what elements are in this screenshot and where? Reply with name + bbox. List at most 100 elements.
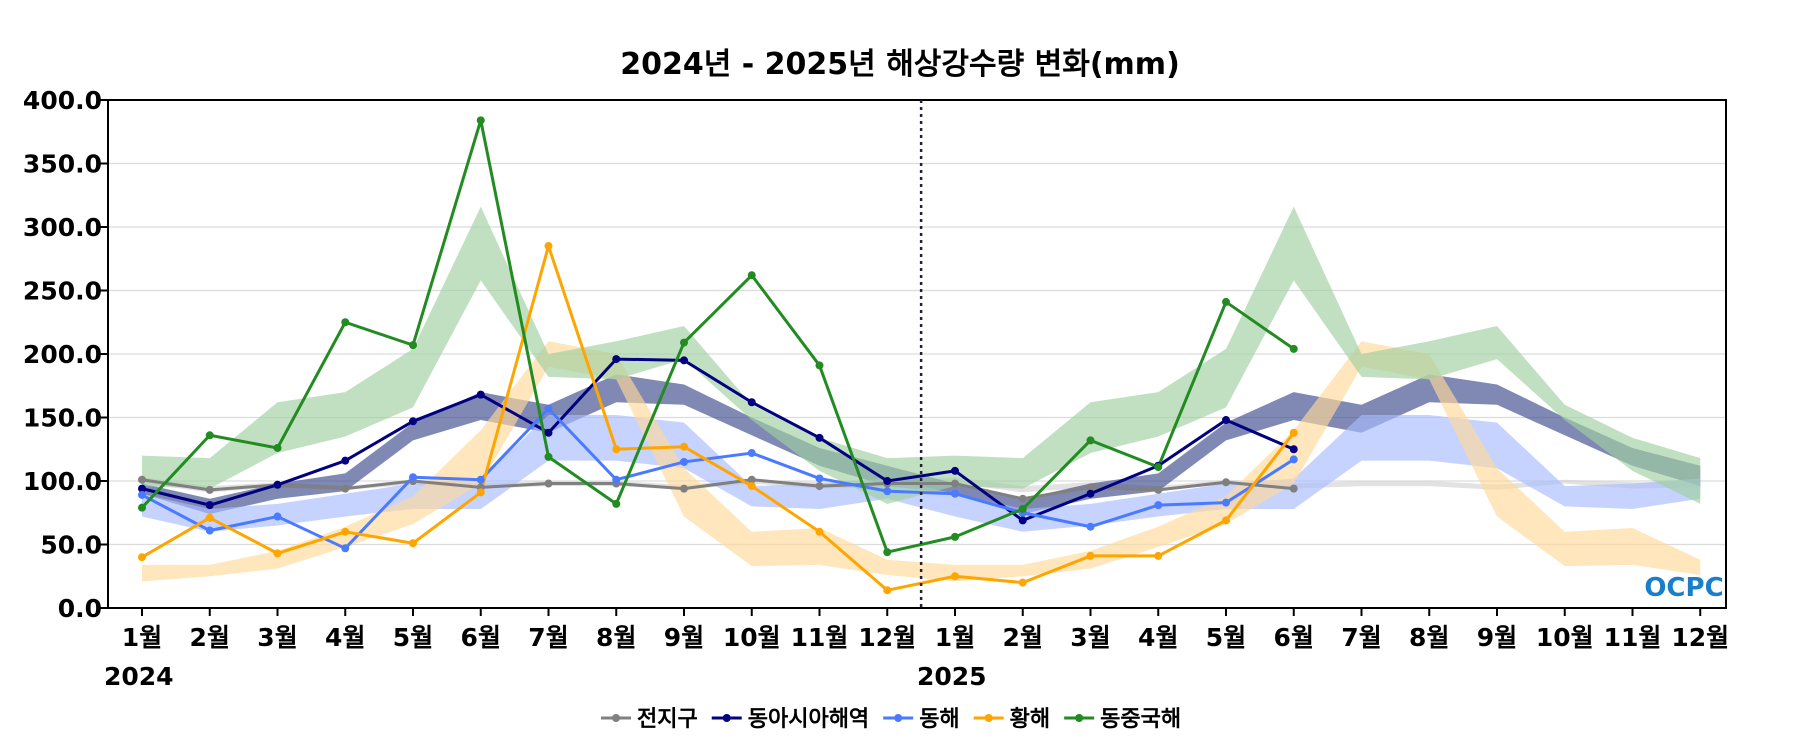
data-point-동해 [1086,522,1095,531]
series-line-동해 [141,407,1295,550]
data-point-황해 [1154,551,1163,560]
data-point-동아시아해역 [951,466,959,475]
data-point-동해 [1222,498,1230,507]
data-point-동중국해 [1154,463,1163,472]
data-point-동아시아해역 [138,484,146,493]
data-point-황해 [476,488,485,497]
band-황해 [142,341,1701,582]
data-point-동아시아해역 [680,356,688,365]
band-동중국해 [142,206,1701,504]
x-tick-label: 1월 [122,623,162,652]
data-point-동중국해 [1222,297,1230,306]
year-labels: 2024 2025 [104,662,987,691]
y-tick-label: 50.0 [40,531,102,560]
data-point-황해 [747,482,756,491]
data-point-황해 [1018,578,1027,587]
data-point-동아시아해역 [544,428,553,437]
y-tick-label: 0.0 [58,594,102,623]
x-tick-label: 5월 [1206,623,1246,652]
x-tick-label: 8월 [596,623,636,652]
legend-label: 동해 [919,707,959,732]
data-point-동아시아해역 [409,417,417,426]
x-tick-label: 7월 [1341,623,1381,652]
y-tick-label: 100.0 [23,467,102,496]
data-point-동해 [747,449,756,458]
y-tick-label: 250.0 [23,277,102,306]
data-point-동아시아해역 [747,398,756,407]
legend-label: 동아시아해역 [748,707,869,732]
x-tick-label: 4월 [1138,623,1178,652]
data-point-동아시아해역 [1086,489,1095,498]
legend: 전지구 동아시아해역 동해 황해 동중국해 [601,707,1181,732]
x-tick-label: 9월 [1477,623,1517,652]
data-point-동아시아해역 [273,480,282,489]
data-point-동아시아해역 [1222,416,1230,425]
x-tick-label: 6월 [461,623,501,652]
series-lines [140,118,1295,592]
x-tick-label: 10월 [1536,623,1594,652]
data-point-황해 [815,527,824,536]
x-tick-label: 12월 [858,623,916,652]
legend-marker [984,714,993,722]
data-point-황해 [951,572,959,581]
data-point-황해 [273,549,282,558]
data-point-동해 [273,512,282,521]
y-tick-label: 200.0 [23,340,102,369]
data-point-동아시아해역 [612,355,621,364]
legend-label: 전지구 [637,707,698,732]
x-tick-label: 11월 [791,623,849,652]
data-point-황해 [205,513,214,522]
data-point-전지구 [951,479,959,488]
data-point-전지구 [747,475,756,484]
y-axis-ticks: 0.0 50.0 100.0 150.0 200.0 250.0 300.0 350.0 400… [23,86,108,623]
data-point-전지구 [1154,485,1163,494]
data-point-황해 [883,586,892,595]
data-point-동해 [815,474,824,483]
x-tick-label: 1월 [935,623,975,652]
data-point-황해 [612,445,621,454]
data-point-동아시아해역 [476,390,485,399]
data-point-황해 [1086,551,1095,560]
x-tick-label: 10월 [723,623,781,652]
data-point-황해 [544,242,553,251]
y-tick-label: 350.0 [23,150,102,179]
data-point-동중국해 [747,271,756,280]
data-point-동해 [883,487,892,496]
data-point-동아시아해역 [1289,445,1298,454]
data-point-전지구 [138,475,146,484]
data-point-동아시아해역 [883,477,892,485]
data-point-황해 [1222,516,1230,525]
series-line-황해 [141,244,1295,592]
data-point-전지구 [1086,483,1095,492]
data-point-동해 [476,475,485,484]
data-point-동해 [409,473,417,482]
year-label: 2025 [917,662,987,691]
data-point-황해 [409,539,417,548]
x-tick-label: 3월 [1070,623,1110,652]
data-point-동중국해 [883,548,892,557]
x-tick-label: 4월 [325,623,365,652]
x-tick-label: 2월 [190,623,230,652]
y-tick-label: 400.0 [23,86,102,115]
y-tick-label: 300.0 [23,213,102,242]
data-point-동해 [544,404,553,413]
legend-marker [612,714,620,722]
data-point-동중국해 [544,452,553,461]
data-point-황해 [138,553,146,562]
data-point-동해 [341,544,350,553]
data-point-동아시아해역 [1018,516,1027,525]
data-point-동중국해 [1018,504,1027,513]
data-point-동중국해 [1086,436,1095,445]
data-point-황해 [1289,428,1298,437]
chart-title: 2024년 - 2025년 해상강수량 변화(mm) [620,47,1180,82]
band-동해 [142,414,1701,532]
data-point-동아시아해역 [341,456,350,465]
data-point-동해 [138,490,146,499]
x-tick-label: 12월 [1671,623,1729,652]
data-point-동중국해 [273,443,282,452]
x-tick-label: 9월 [664,623,704,652]
legend-marker [894,714,903,722]
legend-marker [1075,714,1084,722]
data-point-동중국해 [409,341,417,350]
